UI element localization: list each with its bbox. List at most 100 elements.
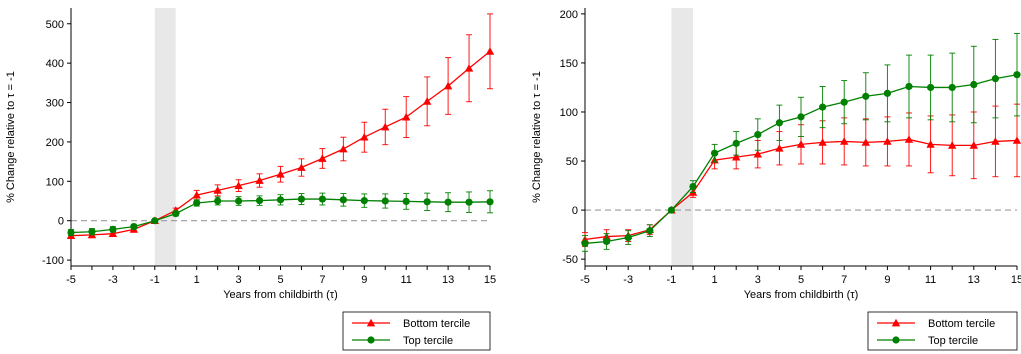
- data-point: [883, 89, 892, 97]
- shaded-band: [154, 8, 176, 266]
- data-point: [926, 140, 935, 148]
- data-point: [339, 196, 347, 204]
- y-tick-label: 200: [46, 137, 64, 149]
- data-point: [905, 82, 913, 91]
- data-point: [109, 225, 117, 233]
- x-tick-label: 13: [442, 274, 454, 286]
- data-point: [861, 138, 870, 146]
- data-point: [991, 137, 1000, 145]
- data-point: [339, 144, 348, 153]
- data-point: [840, 98, 848, 106]
- x-tick-label: 7: [319, 274, 325, 286]
- y-tick-label: 300: [46, 98, 64, 110]
- x-tick-label: -5: [580, 274, 590, 286]
- x-tick-label: 5: [277, 274, 283, 286]
- data-point: [130, 223, 138, 231]
- data-point: [193, 199, 201, 207]
- x-tick-label: 7: [841, 274, 847, 286]
- series-2: [67, 190, 494, 237]
- data-point: [235, 197, 243, 205]
- x-tick-label: 3: [236, 274, 242, 286]
- data-point: [970, 80, 978, 89]
- data-point: [213, 186, 222, 194]
- data-point: [214, 197, 222, 205]
- data-point: [797, 113, 805, 121]
- data-point: [904, 135, 914, 143]
- data-point: [732, 152, 741, 161]
- x-tick-label: 11: [925, 274, 936, 286]
- data-point: [108, 229, 118, 238]
- legend-box: [342, 311, 491, 351]
- x-axis-label: Years from childbirth (τ): [223, 289, 338, 301]
- data-point: [67, 228, 75, 237]
- data-point: [486, 198, 494, 206]
- data-point: [796, 140, 806, 148]
- y-tick-label: 100: [46, 176, 64, 188]
- data-point: [927, 83, 935, 92]
- data-point: [485, 47, 495, 55]
- data-point: [151, 217, 159, 225]
- y-tick-label: 400: [46, 58, 64, 70]
- data-point: [948, 141, 957, 149]
- y-tick-label: 200: [560, 9, 578, 21]
- data-point: [883, 137, 892, 145]
- data-point: [172, 210, 180, 218]
- x-tick-label: 1: [712, 274, 718, 286]
- x-tick-label: 11: [400, 274, 411, 286]
- data-point: [991, 75, 1000, 83]
- data-point: [88, 228, 96, 236]
- x-tick-label: 9: [884, 274, 890, 286]
- data-point: [775, 119, 784, 127]
- x-tick-label: 5: [798, 274, 804, 286]
- data-point: [318, 195, 326, 203]
- data-point: [753, 149, 762, 158]
- legend-marker: [892, 336, 900, 344]
- y-tick-label: 0: [58, 216, 64, 228]
- y-axis-label: % Change relative to τ = -1: [531, 71, 543, 203]
- x-tick-label: -1: [667, 274, 677, 286]
- data-point: [603, 237, 611, 246]
- x-tick-label: -5: [66, 274, 76, 286]
- series-1: [66, 13, 495, 240]
- shaded-band: [671, 8, 693, 266]
- data-point: [276, 196, 285, 204]
- data-point: [862, 92, 870, 100]
- data-point: [402, 112, 411, 121]
- x-tick-label: 15: [484, 274, 496, 286]
- data-point: [948, 83, 956, 92]
- x-tick-label: 1: [194, 274, 200, 286]
- data-point: [297, 195, 306, 203]
- data-point: [381, 122, 390, 131]
- legend: Bottom tercile Top tercile: [342, 311, 491, 351]
- x-tick-label: 3: [755, 274, 761, 286]
- x-axis-label: Years from childbirth (τ): [744, 289, 859, 301]
- data-point: [464, 64, 474, 72]
- data-point: [192, 190, 201, 199]
- data-point: [711, 149, 719, 157]
- data-point: [234, 181, 243, 190]
- legend-label: Top tercile: [928, 335, 978, 347]
- data-point: [402, 197, 410, 206]
- legend-label: Bottom tercile: [403, 318, 470, 330]
- legend-marker: [891, 318, 901, 327]
- data-point: [754, 130, 762, 139]
- x-tick-label: -1: [150, 274, 160, 286]
- data-point: [819, 103, 827, 111]
- legend-label: Bottom tercile: [928, 318, 995, 330]
- data-point: [689, 182, 697, 191]
- data-point: [732, 139, 740, 147]
- data-point: [255, 197, 264, 205]
- data-point: [360, 132, 369, 141]
- y-tick-label: 100: [560, 107, 578, 119]
- x-tick-label: 13: [968, 274, 980, 286]
- series-2: [581, 33, 1021, 252]
- x-tick-label: -3: [108, 274, 118, 286]
- data-point: [840, 137, 849, 145]
- data-point: [1012, 136, 1021, 144]
- y-tick-label: 50: [566, 156, 578, 168]
- data-point: [381, 197, 389, 205]
- legend-marker: [367, 336, 375, 344]
- data-point: [276, 170, 285, 178]
